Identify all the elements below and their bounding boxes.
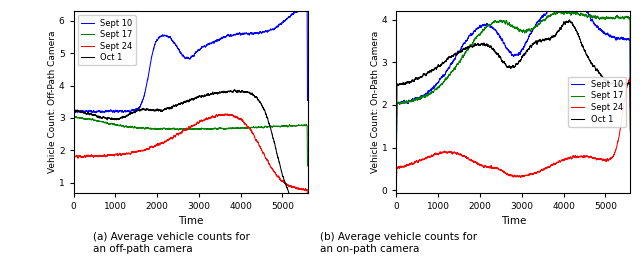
Oct 1 bbox=[244, 91, 252, 94]
Oct 1 bbox=[244, 91, 252, 94]
Sept 17 bbox=[567, 13, 575, 16]
Text: (b) Average vehicle counts for
an on-path camera: (b) Average vehicle counts for an on-pat… bbox=[320, 232, 477, 254]
Sept 24 bbox=[70, 184, 77, 187]
Oct 1 bbox=[567, 21, 575, 24]
Oct 1 bbox=[269, 136, 276, 139]
Sept 24 bbox=[392, 177, 400, 181]
Oct 1 bbox=[553, 30, 561, 34]
Sept 24 bbox=[303, 200, 311, 203]
Sept 17 bbox=[71, 115, 79, 118]
Sept 17 bbox=[555, 9, 563, 12]
Sept 10 bbox=[509, 53, 516, 56]
Line: Sept 10: Sept 10 bbox=[396, 0, 630, 147]
Oct 1 bbox=[70, 161, 77, 164]
Sept 24 bbox=[592, 157, 600, 160]
Sept 24 bbox=[223, 112, 231, 115]
Sept 24 bbox=[410, 162, 417, 165]
Line: Sept 10: Sept 10 bbox=[74, 6, 307, 163]
Sept 10 bbox=[592, 24, 600, 27]
Sept 24 bbox=[87, 155, 95, 158]
Line: Oct 1: Oct 1 bbox=[396, 20, 630, 138]
Y-axis label: Vehicle Count: Off-Path Camera: Vehicle Count: Off-Path Camera bbox=[49, 31, 58, 173]
Sept 17 bbox=[244, 126, 252, 130]
Sept 10 bbox=[392, 145, 400, 148]
Sept 24 bbox=[244, 125, 252, 128]
Sept 17 bbox=[70, 164, 77, 168]
Sept 24 bbox=[186, 126, 193, 129]
Oct 1 bbox=[509, 65, 516, 68]
X-axis label: Time: Time bbox=[178, 216, 204, 226]
Sept 17 bbox=[303, 164, 311, 167]
Sept 10 bbox=[244, 32, 252, 35]
Sept 17 bbox=[186, 128, 194, 131]
Legend: Sept 10, Sept 17, Sept 24, Oct 1: Sept 10, Sept 17, Sept 24, Oct 1 bbox=[78, 15, 136, 65]
X-axis label: Time: Time bbox=[500, 216, 526, 226]
Y-axis label: Vehicle Count: On-Path Camera: Vehicle Count: On-Path Camera bbox=[371, 31, 380, 173]
Oct 1 bbox=[410, 79, 417, 82]
Sept 24 bbox=[626, 76, 634, 79]
Sept 17 bbox=[553, 12, 561, 15]
Oct 1 bbox=[627, 130, 634, 133]
Sept 10 bbox=[553, 0, 561, 4]
Oct 1 bbox=[230, 89, 238, 92]
Sept 10 bbox=[627, 106, 634, 109]
Sept 10 bbox=[303, 5, 311, 8]
Sept 10 bbox=[303, 99, 311, 102]
Sept 24 bbox=[627, 127, 634, 130]
Oct 1 bbox=[592, 68, 600, 71]
Sept 10 bbox=[269, 28, 276, 31]
Sept 17 bbox=[627, 94, 634, 97]
Sept 10 bbox=[410, 99, 417, 102]
Sept 17 bbox=[509, 24, 516, 28]
Line: Sept 17: Sept 17 bbox=[396, 11, 630, 146]
Sept 17 bbox=[230, 127, 238, 130]
Sept 17 bbox=[392, 144, 400, 147]
Oct 1 bbox=[566, 18, 573, 21]
Sept 17 bbox=[87, 118, 95, 121]
Oct 1 bbox=[567, 21, 575, 24]
Sept 24 bbox=[244, 125, 252, 129]
Sept 10 bbox=[244, 32, 252, 35]
Sept 24 bbox=[230, 115, 238, 119]
Sept 24 bbox=[553, 161, 561, 164]
Sept 17 bbox=[244, 126, 252, 129]
Sept 10 bbox=[70, 161, 77, 164]
Sept 17 bbox=[269, 125, 276, 128]
Oct 1 bbox=[186, 98, 193, 101]
Text: (a) Average vehicle counts for
an off-path camera: (a) Average vehicle counts for an off-pa… bbox=[93, 232, 250, 254]
Oct 1 bbox=[392, 136, 400, 139]
Oct 1 bbox=[230, 88, 238, 92]
Sept 24 bbox=[567, 157, 575, 160]
Sept 24 bbox=[567, 156, 575, 160]
Line: Oct 1: Oct 1 bbox=[74, 90, 307, 213]
Sept 10 bbox=[87, 110, 95, 113]
Legend: Sept 10, Sept 17, Sept 24, Oct 1: Sept 10, Sept 17, Sept 24, Oct 1 bbox=[568, 77, 626, 127]
Oct 1 bbox=[303, 211, 311, 215]
Sept 17 bbox=[592, 16, 600, 19]
Sept 24 bbox=[269, 168, 276, 171]
Oct 1 bbox=[87, 112, 95, 115]
Sept 10 bbox=[230, 33, 238, 36]
Line: Sept 24: Sept 24 bbox=[74, 114, 307, 201]
Sept 17 bbox=[567, 13, 575, 16]
Sept 24 bbox=[509, 175, 516, 178]
Sept 10 bbox=[186, 57, 193, 61]
Line: Sept 17: Sept 17 bbox=[74, 117, 307, 166]
Sept 17 bbox=[410, 98, 417, 102]
Line: Sept 24: Sept 24 bbox=[396, 78, 630, 179]
